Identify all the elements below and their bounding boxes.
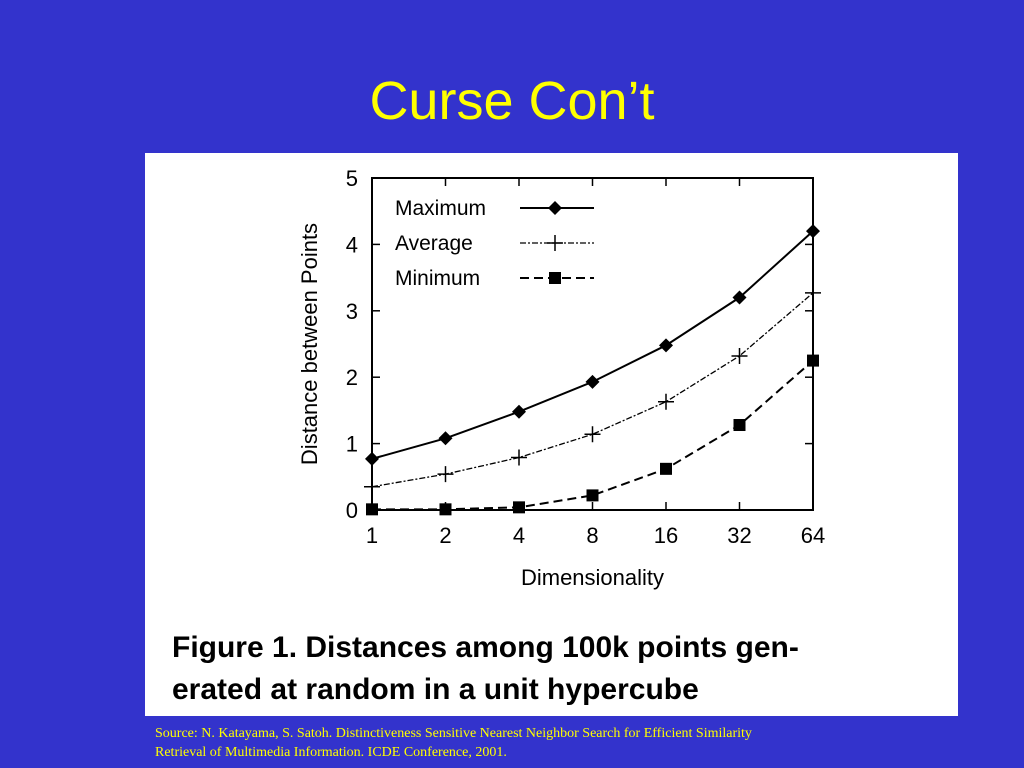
source-line-1: Source: N. Katayama, S. Satoh. Distincti… [155, 726, 752, 741]
x-tick-label: 4 [513, 523, 525, 548]
data-point-maximum [512, 404, 526, 419]
data-point-average [364, 478, 380, 495]
data-point-average [584, 426, 601, 443]
data-point-minimum [513, 501, 525, 514]
y-axis-label: Distance between Points [297, 223, 322, 465]
y-tick-label: 3 [346, 299, 358, 324]
x-tick-label: 8 [586, 523, 598, 548]
data-point-maximum [806, 224, 820, 239]
series-line-average [371, 292, 814, 488]
figure-caption: Figure 1. Distances among 100k points ge… [172, 627, 952, 711]
legend-label-minimum: Minimum [395, 267, 480, 290]
legend-label-maximum: Maximum [395, 197, 486, 220]
series-line-maximum [371, 230, 814, 460]
plot-frame [371, 177, 814, 511]
slide-title: Curse Con’t [369, 71, 655, 131]
data-point-minimum [660, 462, 672, 475]
data-point-maximum [438, 431, 453, 446]
y-tick-label: 5 [346, 166, 358, 191]
y-tick-label: 4 [346, 232, 358, 257]
source-citation: Source: N. Katayama, S. Satoh. Distincti… [155, 724, 1005, 762]
x-tick-label: 16 [654, 523, 678, 548]
x-axis-label: Dimensionality [521, 565, 664, 590]
legend-marker-maximum [548, 201, 562, 215]
x-tick-label: 1 [366, 523, 378, 548]
legend-label-average: Average [395, 232, 473, 255]
caption-line-1: Figure 1. Distances among 100k points ge… [172, 631, 799, 664]
x-tick-label: 2 [439, 523, 451, 548]
page-number: 9 [925, 703, 934, 720]
caption-line-2: erated at random in a unit hypercube [172, 673, 699, 706]
data-point-maximum [659, 338, 673, 353]
y-tick-label: 2 [346, 365, 358, 390]
figure-panel: 0 1 2 3 4 5 1 2 4 8 16 32 64 Dimensionality Distance b… [145, 153, 958, 716]
source-line-2: Retrieval of Multimedia Information. ICD… [155, 745, 507, 760]
data-point-minimum [807, 354, 819, 367]
data-point-average [805, 284, 821, 301]
data-point-minimum [366, 503, 378, 516]
data-point-average [511, 449, 527, 466]
data-point-minimum [586, 489, 599, 502]
data-point-average [658, 393, 674, 410]
y-tick-label: 1 [346, 432, 358, 457]
legend-marker-average [547, 235, 563, 251]
data-point-maximum [732, 290, 747, 305]
data-point-maximum [365, 451, 379, 466]
data-point-minimum [733, 419, 746, 432]
data-point-maximum [585, 374, 600, 389]
x-tick-label: 32 [727, 523, 751, 548]
data-point-minimum [439, 503, 452, 516]
data-point-average [437, 466, 454, 483]
data-point-average [731, 347, 748, 364]
x-tick-label: 64 [801, 523, 825, 548]
legend-marker-minimum [549, 272, 561, 284]
y-tick-label: 0 [346, 498, 358, 523]
